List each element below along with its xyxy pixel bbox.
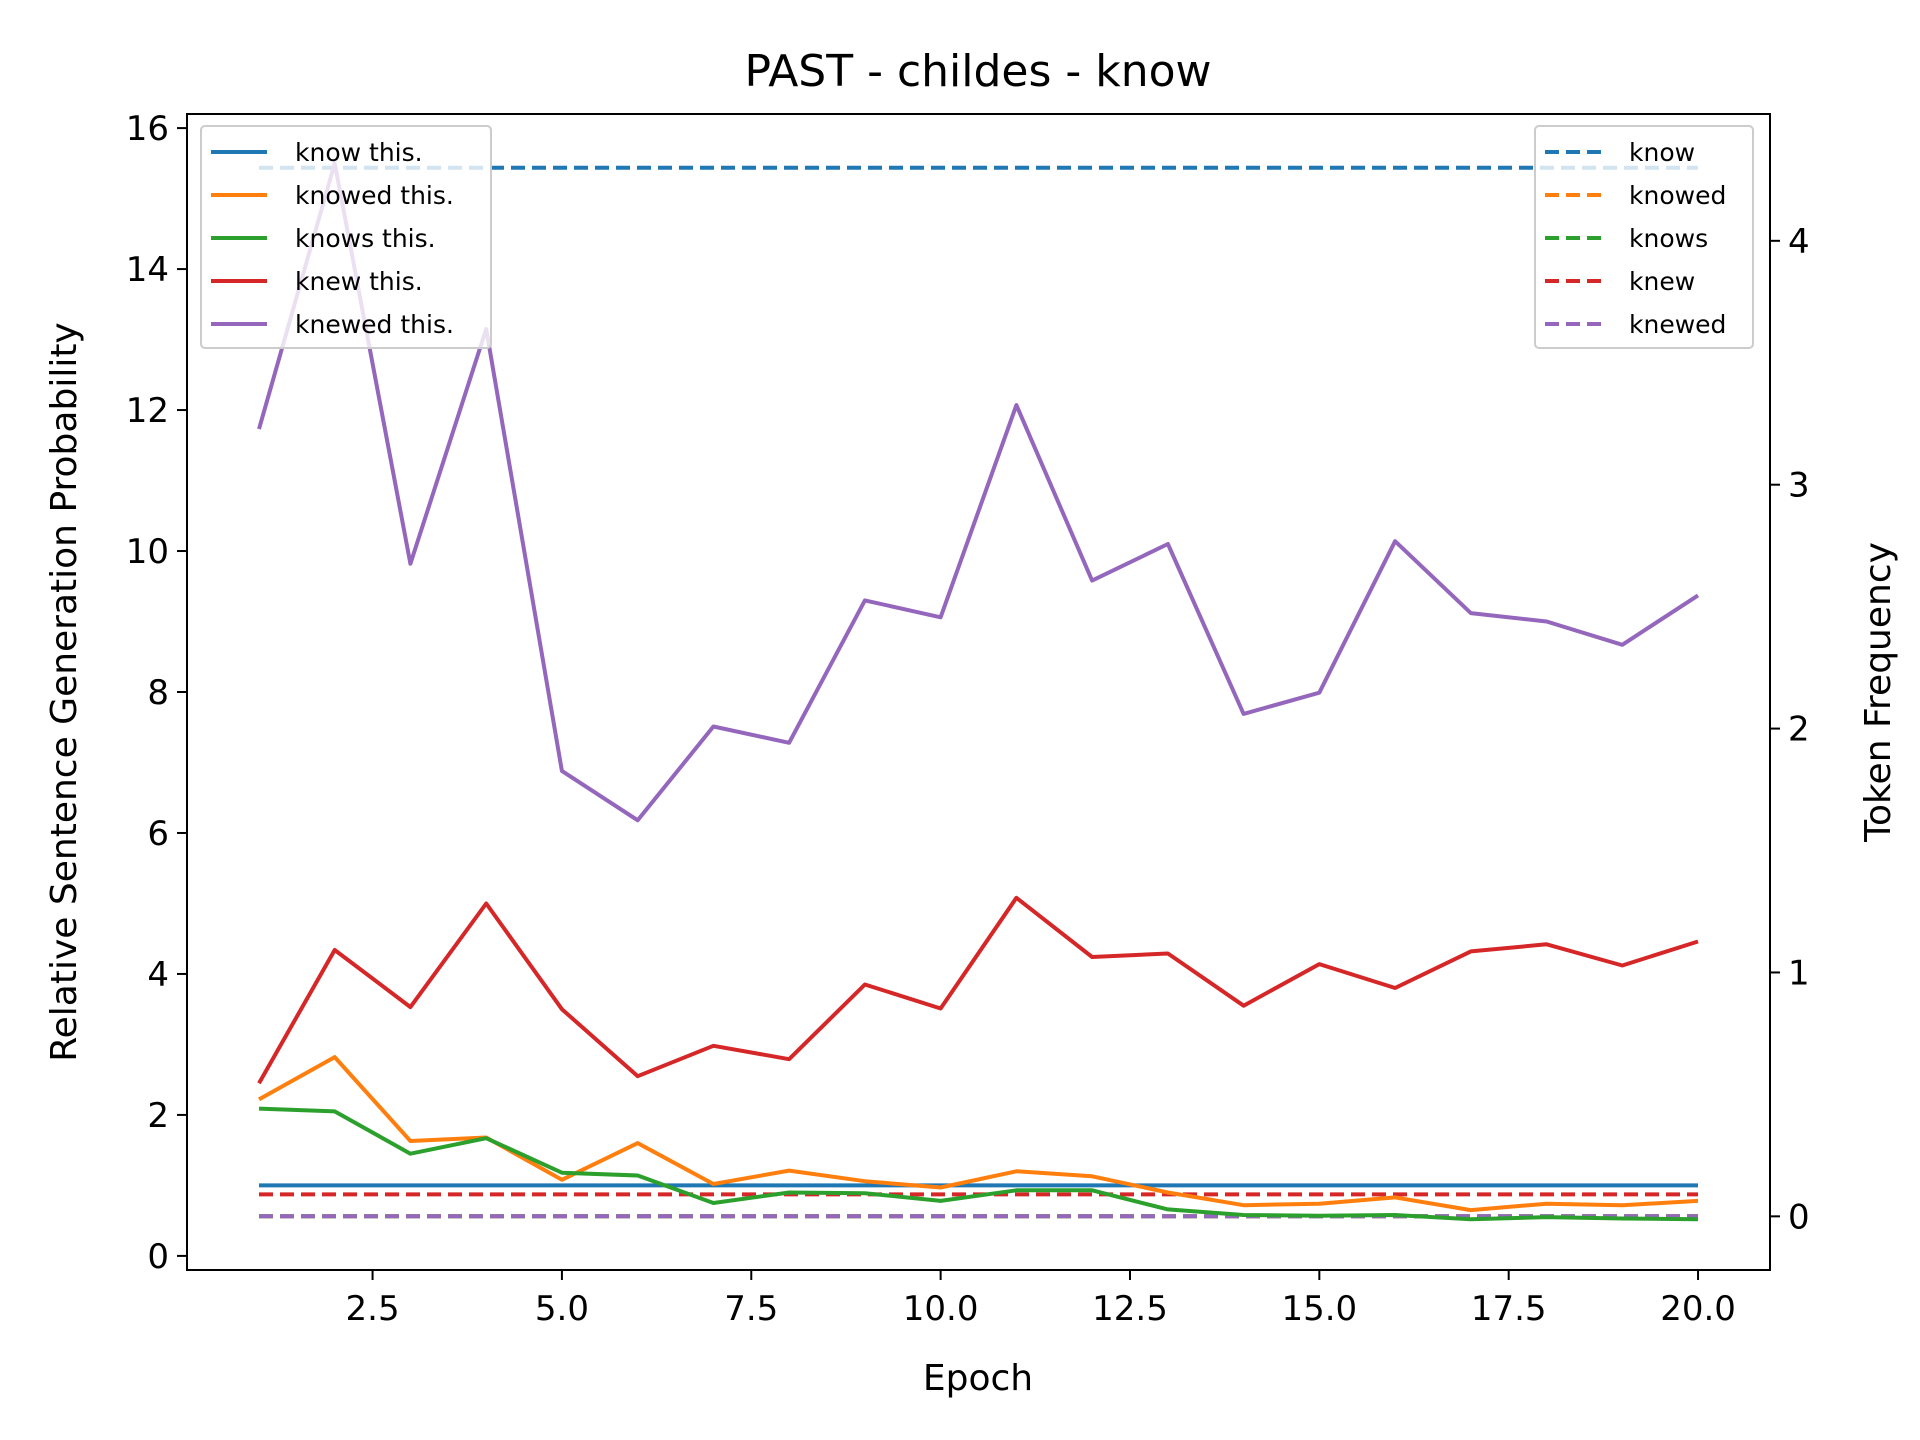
x-tick-label: 10.0 xyxy=(903,1289,979,1329)
legend-label: knewed this. xyxy=(295,310,454,339)
y-tick-label: 16 xyxy=(126,109,169,149)
y2-tick-label: 2 xyxy=(1788,710,1810,750)
legend-label: know xyxy=(1629,138,1695,167)
y2-tick-label: 3 xyxy=(1788,466,1810,506)
x-tick-label: 15.0 xyxy=(1281,1289,1357,1329)
y2-tick-label: 0 xyxy=(1788,1197,1810,1237)
legend-label: knew xyxy=(1629,267,1695,296)
x-tick-label: 2.5 xyxy=(346,1289,400,1329)
series-line-3 xyxy=(257,895,1699,1085)
y-tick-label: 2 xyxy=(147,1096,169,1136)
legend-label: knowed xyxy=(1629,181,1726,210)
y2-tick-label: 1 xyxy=(1788,953,1810,993)
x-tick-label: 20.0 xyxy=(1660,1289,1736,1329)
legend-left: know this. knowed this. knows this. knew th… xyxy=(200,125,492,349)
legend-box xyxy=(1534,125,1754,349)
x-tick-label: 12.5 xyxy=(1092,1289,1168,1329)
plot-area xyxy=(257,161,1700,1222)
series-line-4 xyxy=(257,161,1700,823)
y-axis-right: 0 1 2 3 4 xyxy=(1770,222,1810,1237)
series-line-2 xyxy=(258,1106,1699,1222)
x-axis: 2.5 5.0 7.5 10.0 12.5 15.0 17.5 20.0 xyxy=(346,1270,1736,1329)
legend-box xyxy=(200,125,492,349)
x-tick-label: 5.0 xyxy=(535,1289,589,1329)
y-tick-label: 8 xyxy=(147,673,169,713)
legend-label: knows xyxy=(1629,224,1708,253)
legend-label: knows this. xyxy=(295,224,436,253)
y-axis-left: 0 2 4 6 8 10 12 14 16 xyxy=(126,109,187,1277)
y-tick-label: 6 xyxy=(147,814,169,854)
y2-tick-label: 4 xyxy=(1788,222,1810,262)
y-tick-label: 12 xyxy=(126,391,169,431)
y-axis-label: Relative Sentence Generation Probability xyxy=(44,322,85,1061)
legend-label: knewed xyxy=(1629,310,1726,339)
x-tick-label: 17.5 xyxy=(1471,1289,1547,1329)
legend-label: knew this. xyxy=(295,267,423,296)
y2-axis-label: Token Frequency xyxy=(1858,542,1899,843)
legend-label: knowed this. xyxy=(295,181,454,210)
chart-title: PAST - childes - know xyxy=(744,46,1211,97)
legend-right: know knowed knows knew knewed xyxy=(1534,125,1754,349)
y-tick-label: 0 xyxy=(147,1237,169,1277)
y-tick-label: 10 xyxy=(126,532,169,572)
y-tick-label: 14 xyxy=(126,250,169,290)
y-tick-label: 4 xyxy=(147,955,169,995)
x-axis-label: Epoch xyxy=(923,1358,1033,1399)
x-tick-label: 7.5 xyxy=(724,1289,778,1329)
legend-label: know this. xyxy=(295,138,423,167)
